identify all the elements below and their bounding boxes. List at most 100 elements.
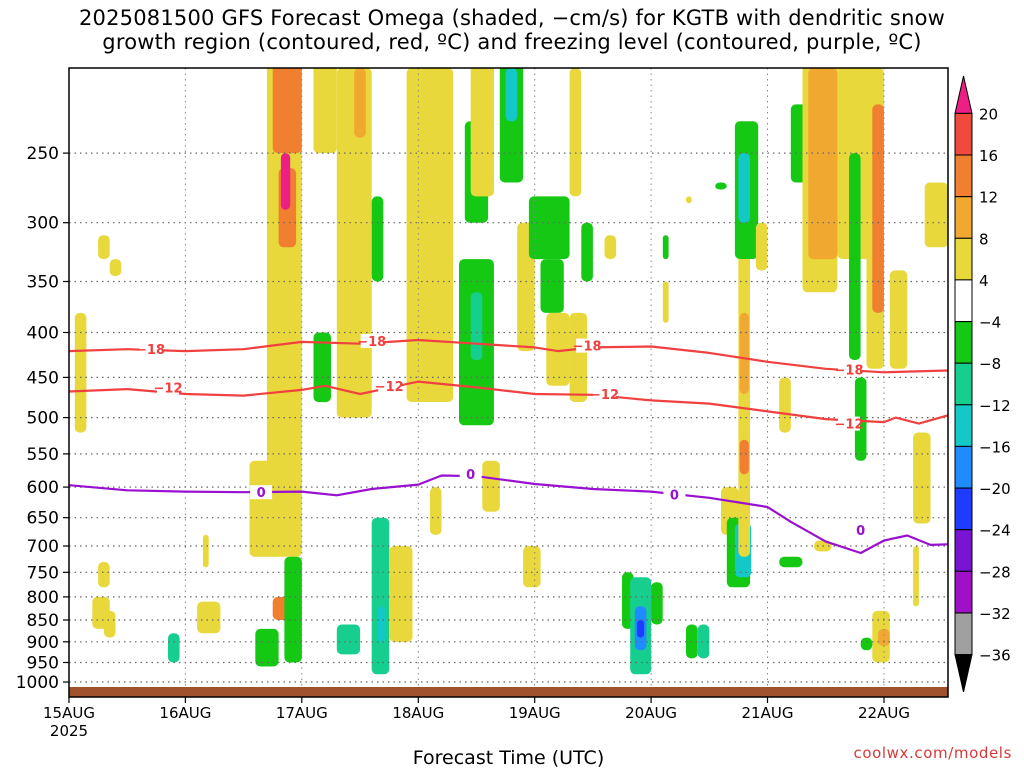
colorbar-swatch (954, 529, 973, 572)
omega-shade (569, 68, 582, 197)
colorbar-swatch (954, 154, 973, 198)
colorbar-label: −24 (979, 522, 1011, 540)
y-tick-label: 600 (27, 478, 59, 498)
colorbar-swatch (954, 445, 973, 489)
y-tick-label: 400 (27, 324, 59, 344)
omega-shade (272, 68, 302, 154)
dgz-contour (69, 338, 948, 374)
omega-shade (406, 68, 454, 402)
dgz-contour-label: −12 (590, 388, 619, 403)
x-axis-label: Forecast Time (UTC) (413, 747, 604, 768)
omega-shade (889, 270, 908, 369)
omega-shade (662, 235, 669, 260)
colorbar-label: −28 (979, 563, 1011, 581)
freezing-level-contour-label-bg (849, 522, 872, 537)
y-tick-label: 550 (27, 445, 59, 465)
freezing-level-contour-label: 0 (466, 468, 475, 483)
dgz-contour-label: −18 (835, 364, 864, 379)
y-tick-label: 1000 (16, 673, 59, 693)
dgz-contour-label-bg (593, 387, 616, 401)
colorbar-swatch (954, 321, 973, 364)
omega-shade (779, 377, 791, 433)
omega-shade (569, 312, 588, 402)
dgz-contour-label: −18 (573, 340, 602, 355)
dgz-contour-label: −18 (357, 335, 386, 350)
chart-title-line-1: 2025081500 GFS Forecast Omega (shaded, −… (78, 6, 946, 30)
omega-shade (878, 628, 890, 646)
omega-shade (280, 153, 291, 210)
colorbar-label: −8 (979, 355, 1001, 373)
chart-title-line-2: growth region (contoured, red, ºC) and f… (102, 30, 922, 54)
dgz-contour-label: −12 (154, 381, 183, 396)
omega-shade (371, 196, 384, 282)
omega-shade (581, 222, 593, 282)
omega-shade (755, 222, 768, 271)
colorbar: 20 16 12 8 4 −4 −8 −12 −16 −20 −24 −28 −32 −36 (954, 75, 1011, 693)
omega-shade (523, 546, 541, 588)
colorbar-swatch (954, 112, 973, 156)
x-tick-label: 22AUG (858, 704, 910, 722)
omega-shade (528, 196, 570, 260)
plot-area: −18 −18 −18 −18 −12 −12 −12 −12 0 0 0 0 (69, 68, 948, 697)
colorbar-label: 12 (979, 189, 998, 207)
y-tick-label: 500 (27, 409, 59, 429)
colorbar-arrow-bottom (954, 654, 973, 693)
colorbar-swatch (954, 612, 973, 656)
omega-shade (860, 637, 873, 651)
omega-shade (739, 312, 749, 394)
omega-shade (389, 546, 413, 642)
omega-shade (715, 182, 727, 190)
y-tick-label: 650 (27, 509, 59, 529)
omega-shade (872, 104, 884, 313)
colorbar-label: 16 (979, 147, 998, 165)
omega-shade (284, 556, 302, 663)
dgz-contour-label: −12 (835, 418, 864, 433)
omega-shade (651, 582, 663, 625)
plot-frame (68, 67, 949, 698)
colorbar-label: 4 (979, 272, 989, 290)
colorbar-swatch (954, 570, 973, 614)
omega-shade (913, 546, 919, 607)
x-tick-label: 19AUG (509, 704, 561, 722)
dgz-contour-label-bg (378, 378, 401, 393)
omega-shade (98, 562, 110, 588)
y-tick-label: 700 (27, 537, 59, 557)
colorbar-swatch (954, 404, 973, 447)
freezing-level-contour-label: 0 (670, 489, 679, 504)
x-year-label: 2025 (50, 722, 88, 740)
colorbar-label: −36 (979, 647, 1011, 665)
freezing-level-contour (69, 474, 948, 555)
omega-shade (482, 460, 500, 512)
omega-shade (168, 633, 180, 663)
omega-shade (808, 68, 838, 260)
omega-shade (336, 68, 372, 418)
colorbar-swatch (954, 196, 973, 239)
dgz-contour-label-bg (838, 362, 860, 377)
omega-shade (924, 182, 948, 248)
omega-shade (371, 517, 390, 675)
omega-shade (109, 259, 122, 277)
omega-shade (686, 196, 692, 204)
y-tick-label: 250 (27, 144, 59, 164)
dgz-contour (69, 380, 948, 425)
dgz-contour-label-bg (157, 380, 179, 395)
omega-shade (98, 235, 110, 260)
omega-shade (313, 68, 337, 154)
axes: 2503003504004505005506006507007508008509… (16, 67, 949, 768)
chart-title: 2025081500 GFS Forecast Omega (shaded, −… (0, 6, 1024, 54)
x-tick-label: 20AUG (625, 704, 677, 722)
y-tick-label: 450 (27, 368, 59, 388)
x-tick-label: 17AUG (276, 704, 328, 722)
omega-shade (92, 596, 110, 629)
omega-shade (540, 259, 564, 313)
omega-shade (470, 292, 483, 361)
y-tick-label: 350 (27, 273, 59, 293)
omega-shade (354, 68, 366, 138)
colorbar-swatch (954, 487, 973, 531)
ground-strip (69, 687, 948, 697)
omega-shade (913, 432, 931, 524)
omega-shade (202, 534, 209, 568)
omega-shade (739, 439, 749, 475)
y-tick-label: 800 (27, 588, 59, 608)
